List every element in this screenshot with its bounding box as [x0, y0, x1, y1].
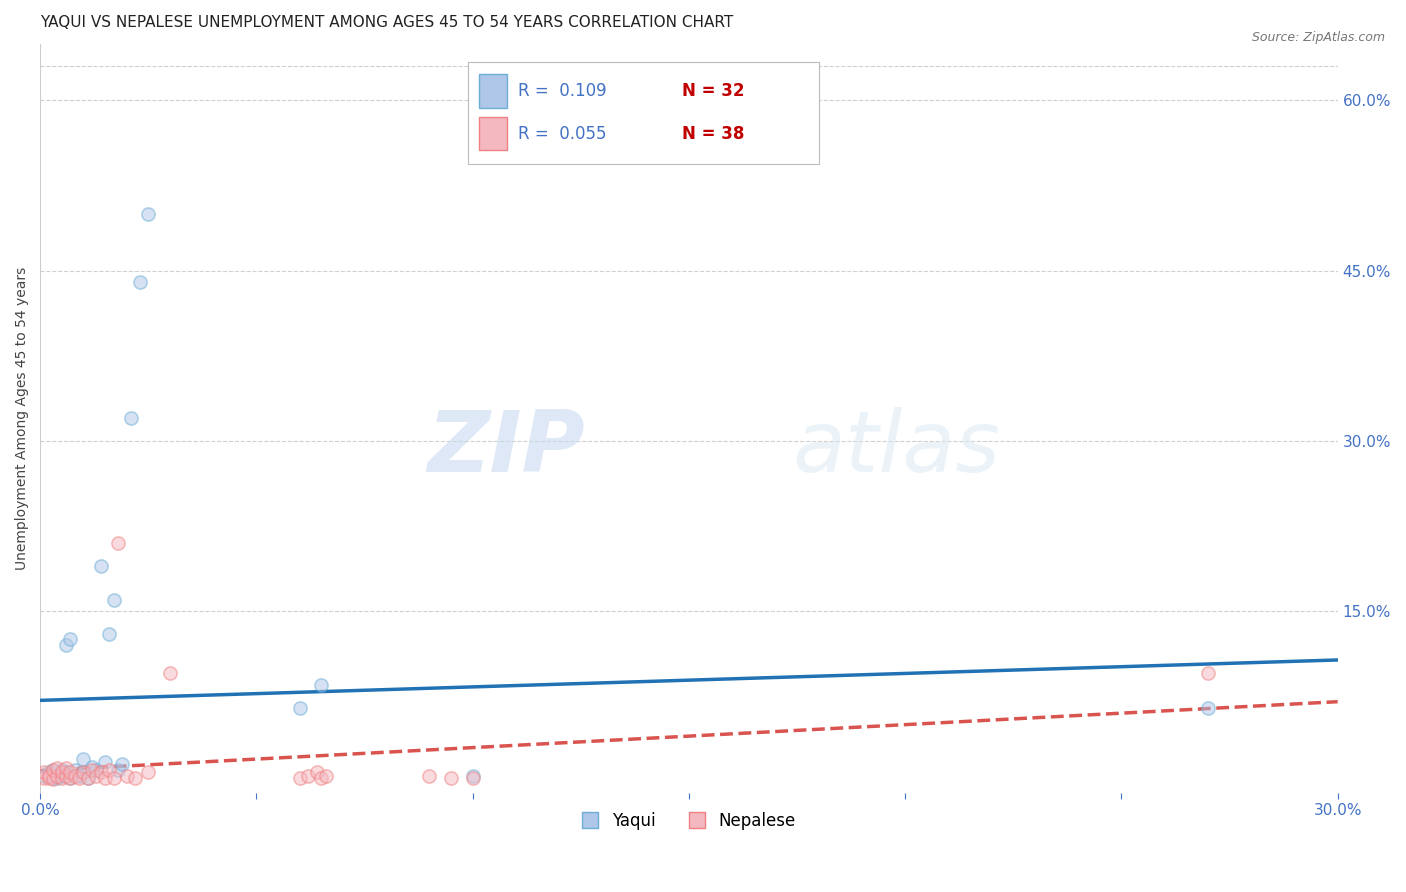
Point: [76, 771, 98, 785]
Point: [55, 761, 77, 775]
Point: [136, 765, 159, 780]
Point: [94, 771, 117, 785]
Point: [55, 638, 77, 652]
Point: [46, 761, 69, 775]
Point: [128, 275, 150, 289]
Point: [309, 771, 332, 785]
Text: N = 38: N = 38: [682, 125, 745, 143]
Point: [51, 771, 73, 785]
Text: N = 32: N = 32: [682, 82, 745, 100]
Point: [76, 771, 98, 785]
Point: [124, 771, 146, 785]
Point: [34, 771, 56, 785]
Point: [440, 771, 463, 785]
Point: [51, 765, 73, 780]
Point: [98, 763, 121, 777]
Point: [42, 771, 65, 785]
Point: [38, 765, 60, 780]
Point: [288, 700, 311, 714]
Point: [72, 765, 94, 780]
Point: [159, 666, 181, 681]
Point: [67, 771, 90, 785]
Point: [72, 751, 94, 765]
Bar: [478, 117, 508, 151]
Text: R =  0.055: R = 0.055: [517, 125, 606, 143]
Point: [309, 678, 332, 692]
Point: [34, 769, 56, 783]
Text: YAQUI VS NEPALESE UNEMPLOYMENT AMONG AGES 45 TO 54 YEARS CORRELATION CHART: YAQUI VS NEPALESE UNEMPLOYMENT AMONG AGE…: [41, 15, 734, 30]
Point: [418, 769, 440, 783]
Text: Source: ZipAtlas.com: Source: ZipAtlas.com: [1251, 31, 1385, 45]
Point: [80, 759, 103, 773]
Point: [46, 769, 69, 783]
Point: [80, 763, 103, 777]
Point: [136, 207, 159, 221]
Point: [55, 765, 77, 780]
Point: [305, 765, 328, 780]
Point: [38, 769, 60, 783]
Point: [55, 769, 77, 783]
Point: [38, 771, 60, 785]
Point: [103, 771, 125, 785]
Point: [461, 769, 484, 783]
Point: [86, 769, 108, 783]
Point: [46, 769, 69, 783]
Point: [90, 765, 112, 780]
Point: [107, 763, 129, 777]
Point: [107, 536, 129, 550]
Point: [59, 771, 82, 785]
Y-axis label: Unemployment Among Ages 45 to 54 years: Unemployment Among Ages 45 to 54 years: [15, 267, 30, 570]
Point: [86, 763, 108, 777]
FancyBboxPatch shape: [468, 62, 818, 163]
Point: [59, 632, 82, 647]
Point: [98, 627, 121, 641]
Point: [67, 769, 90, 783]
Legend: Yaqui, Nepalese: Yaqui, Nepalese: [575, 805, 803, 837]
Bar: [478, 74, 508, 108]
Point: [297, 769, 319, 783]
Point: [120, 411, 142, 425]
Point: [1197, 666, 1219, 681]
Point: [115, 769, 138, 783]
Text: R =  0.109: R = 0.109: [517, 82, 606, 100]
Point: [103, 592, 125, 607]
Point: [63, 769, 86, 783]
Point: [46, 771, 69, 785]
Point: [59, 771, 82, 785]
Point: [42, 763, 65, 777]
Point: [288, 771, 311, 785]
Point: [72, 765, 94, 780]
Point: [42, 772, 65, 786]
Point: [1197, 700, 1219, 714]
Point: [315, 769, 337, 783]
Point: [111, 757, 134, 772]
Point: [90, 558, 112, 573]
Text: atlas: atlas: [793, 407, 1001, 490]
Point: [34, 765, 56, 780]
Point: [51, 769, 73, 783]
Point: [51, 763, 73, 777]
Point: [63, 763, 86, 777]
Point: [94, 755, 117, 769]
Point: [59, 765, 82, 780]
Point: [42, 763, 65, 777]
Point: [461, 771, 484, 785]
Text: ZIP: ZIP: [427, 407, 585, 490]
